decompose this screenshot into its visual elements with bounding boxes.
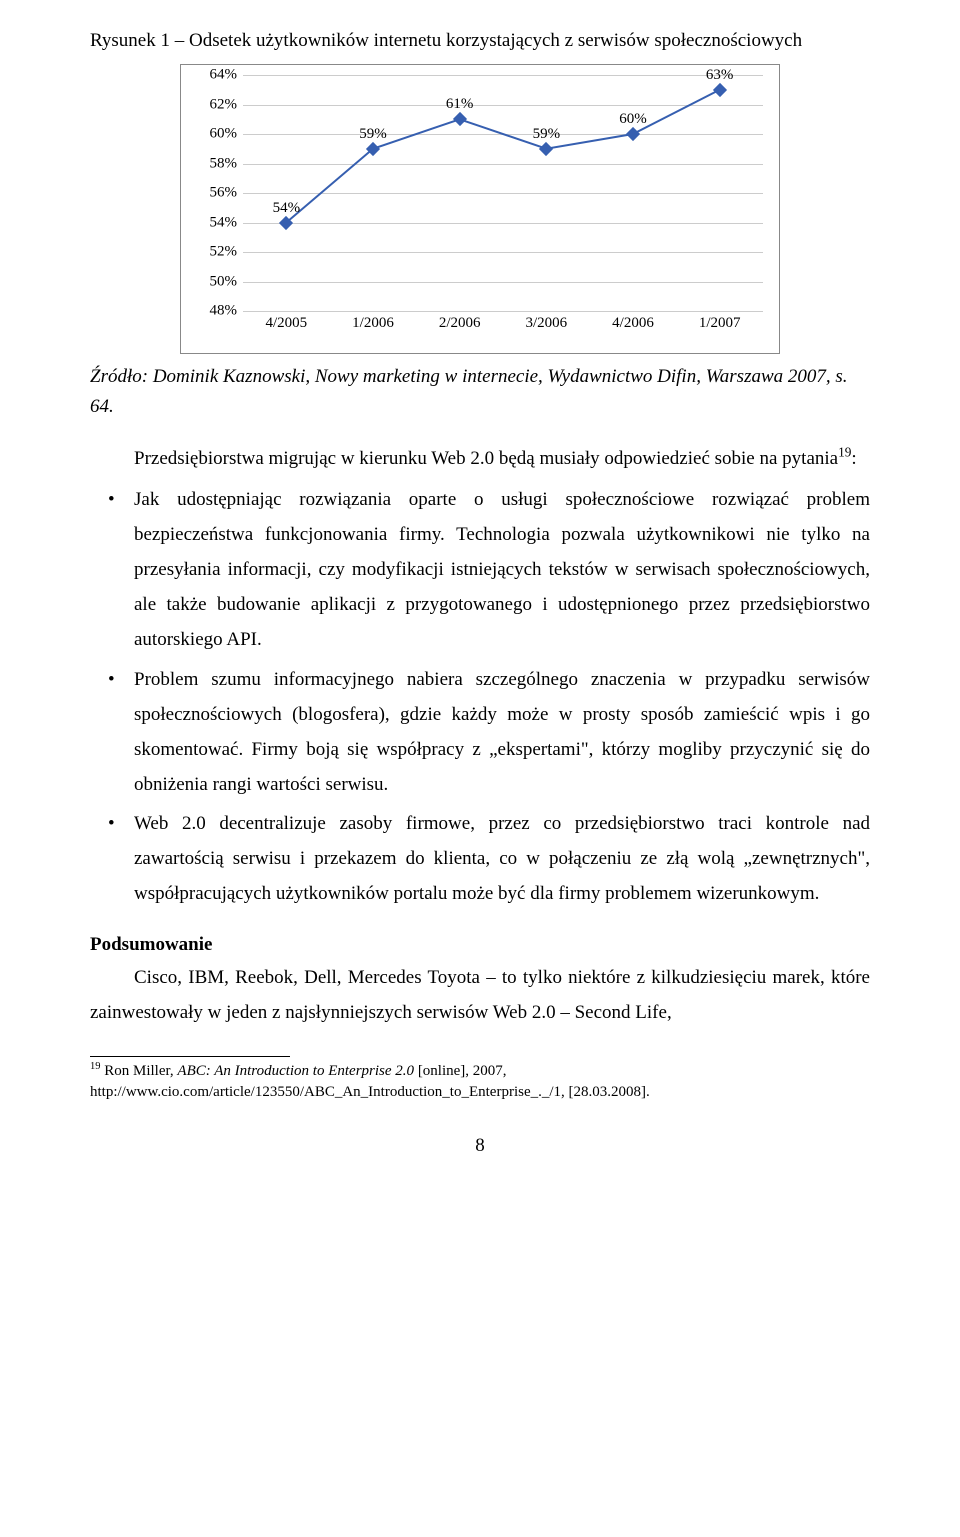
chart-value-label: 59% [359,126,387,143]
intro-text: Przedsiębiorstwa migrując w kierunku Web… [134,448,838,469]
source-line: Źródło: Dominik Kaznowski, Nowy marketin… [90,362,870,423]
chart-value-label: 59% [533,126,561,143]
footnote-prefix: Ron Miller, [101,1063,178,1079]
chart-value-label: 61% [446,96,474,113]
intro-footnote-ref: 19 [838,444,851,459]
page-container: Rysunek 1 – Odsetek użytkowników interne… [0,0,960,1207]
footnote: 19 Ron Miller, ABC: An Introduction to E… [90,1061,870,1103]
bullet-item: Jak udostępniając rozwiązania oparte o u… [90,482,870,658]
chart-plot-area: 48%50%52%54%56%58%60%62%64%4/20051/20062… [243,75,763,335]
footnote-italic: ABC: An Introduction to Enterprise 2.0 [177,1063,414,1079]
chart-y-label: 56% [197,185,237,202]
chart-y-label: 52% [197,244,237,261]
chart-y-label: 50% [197,273,237,290]
footnote-separator [90,1056,290,1057]
chart-y-label: 64% [197,67,237,84]
bullet-list: Jak udostępniając rozwiązania oparte o u… [90,482,870,912]
chart-y-label: 48% [197,303,237,320]
chart: 48%50%52%54%56%58%60%62%64%4/20051/20062… [180,64,780,354]
chart-y-label: 60% [197,126,237,143]
chart-line-svg [243,75,763,335]
chart-y-label: 58% [197,155,237,172]
chart-value-label: 60% [619,111,647,128]
bullet-item: Problem szumu informacyjnego nabiera szc… [90,662,870,803]
intro-paragraph: Przedsiębiorstwa migrując w kierunku Web… [90,441,870,476]
footnote-number: 19 [90,1061,101,1072]
chart-y-label: 54% [197,214,237,231]
chart-value-label: 63% [706,67,734,84]
figure-title: Rysunek 1 – Odsetek użytkowników interne… [90,30,870,52]
chart-value-label: 54% [273,200,301,217]
summary-heading: Podsumowanie [90,934,870,956]
summary-paragraph: Cisco, IBM, Reebok, Dell, Mercedes Toyot… [90,960,870,1030]
chart-y-label: 62% [197,96,237,113]
bullet-item: Web 2.0 decentralizuje zasoby firmowe, p… [90,806,870,911]
page-number: 8 [90,1135,870,1157]
